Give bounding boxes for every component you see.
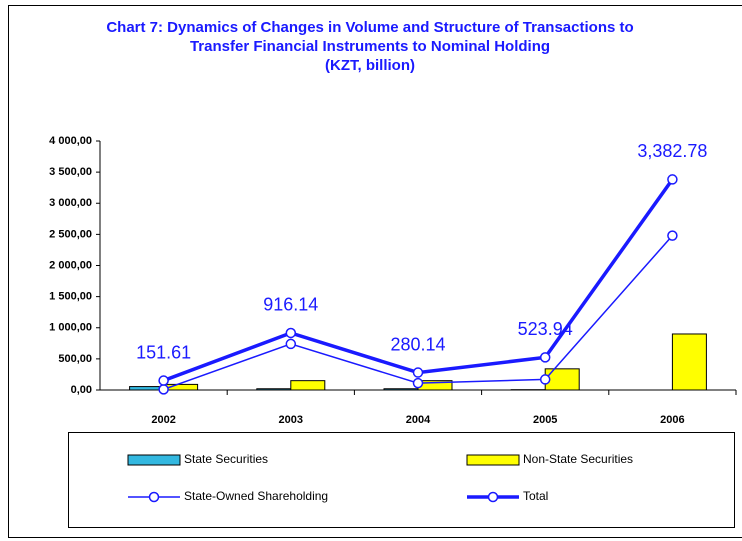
marker (158, 384, 169, 395)
marker (285, 327, 297, 339)
y-tick-label: 4 000,00 (49, 135, 92, 147)
y-tick-label: 0,00 (71, 384, 92, 396)
x-tick-label: 2004 (406, 414, 431, 426)
titles: Chart 7: Dynamics of Changes in Volume a… (100, 18, 640, 75)
x-tick-label: 2002 (151, 414, 175, 426)
x-tick-label: 2006 (660, 414, 684, 426)
legend-marker (487, 491, 499, 503)
bar (290, 380, 326, 391)
y-tick-label: 1 500,00 (49, 291, 92, 303)
line (163, 235, 673, 391)
legend-swatch (466, 454, 520, 466)
y-tick-label: 1 000,00 (49, 322, 92, 334)
legend-label: Total (523, 489, 548, 503)
bar (256, 388, 292, 391)
y-tick-label: 3 000,00 (49, 197, 92, 209)
legend-label: State-Owned Shareholding (184, 489, 328, 503)
x-tick-label: 2005 (533, 414, 557, 426)
marker (158, 375, 169, 386)
data-label: 916.14 (263, 295, 318, 315)
legend-box (68, 432, 735, 528)
x-tick-label: 2003 (279, 414, 303, 426)
marker (412, 377, 424, 389)
y-tick-label: 2 500,00 (49, 228, 92, 240)
y-tick-label: 2 000,00 (49, 259, 92, 271)
y-tick-label: 3 500,00 (49, 166, 92, 178)
legend-label: Non-State Securities (523, 452, 633, 466)
marker (285, 338, 297, 350)
marker (539, 352, 551, 363)
data-label: 280.14 (390, 334, 445, 354)
marker (539, 374, 551, 385)
chart-title: Chart 7: Dynamics of Changes in Volume a… (106, 19, 634, 55)
data-label: 3,382.78 (637, 141, 707, 161)
data-label: 151.61 (136, 342, 191, 362)
y-tick-label: 500,00 (58, 353, 92, 365)
marker (667, 230, 678, 241)
chart-subtitle: (KZT, billion) (325, 57, 415, 74)
marker (667, 174, 678, 185)
legend-swatch (127, 454, 181, 466)
data-label: 523.94 (518, 319, 573, 339)
bar (671, 333, 707, 391)
legend-marker (148, 491, 160, 503)
bar (383, 388, 419, 391)
legend-label: State Securities (184, 452, 268, 466)
marker (412, 367, 424, 378)
chart-border (8, 5, 742, 538)
